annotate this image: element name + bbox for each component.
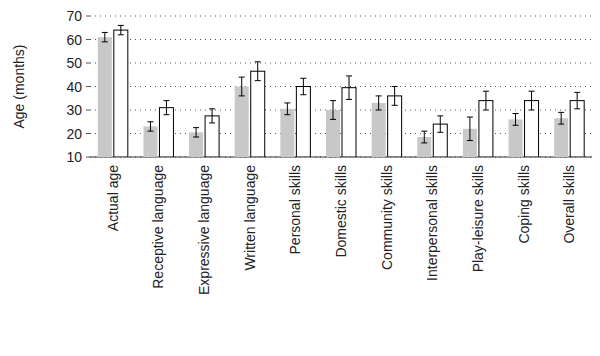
error-bar	[346, 76, 352, 100]
tick-mark	[86, 39, 90, 40]
error-bar	[300, 78, 306, 94]
error-bar	[467, 117, 473, 141]
error-bar	[392, 87, 398, 106]
tick-mark	[86, 63, 90, 64]
error-bar	[102, 32, 108, 41]
error-bar	[193, 128, 199, 137]
bar	[372, 103, 386, 157]
bar	[251, 71, 265, 157]
tick-mark	[86, 110, 90, 111]
tick-mark	[86, 86, 90, 87]
tick-label: 40	[66, 79, 82, 95]
category-label: Personal skills	[287, 165, 303, 254]
bar	[296, 87, 310, 158]
error-bar	[574, 92, 580, 108]
error-bar	[513, 114, 519, 126]
tick-label: 20	[66, 126, 82, 142]
tick-mark	[86, 16, 90, 17]
error-bar	[483, 91, 489, 110]
error-bar	[330, 101, 336, 120]
grid-line	[90, 39, 592, 40]
error-bars	[102, 25, 580, 142]
category-label: Receptive language	[150, 165, 166, 289]
category-label: Domestic skills	[333, 165, 349, 258]
error-bar	[558, 112, 564, 124]
error-bar	[147, 122, 153, 131]
bar	[114, 30, 128, 157]
error-bar	[209, 109, 215, 123]
category-label: Expressive language	[196, 165, 212, 295]
category-label: Play-leisure skills	[470, 165, 486, 272]
category-label: Actual age	[105, 165, 121, 231]
category-label: Overall skills	[561, 165, 577, 244]
category-label: Community skills	[379, 165, 395, 270]
tick-label: 70	[66, 8, 82, 24]
category-label: Written language	[242, 165, 258, 271]
error-bar	[529, 91, 535, 110]
grid-line	[90, 16, 592, 17]
tick-label: 10	[66, 149, 82, 165]
y-axis-label: Age (months)	[11, 44, 27, 128]
error-bar	[421, 131, 427, 143]
error-bar	[163, 101, 169, 115]
bar	[235, 87, 249, 158]
error-bar	[284, 103, 290, 115]
tick-label: 50	[66, 55, 82, 71]
grid-line	[90, 63, 592, 64]
tick-mark	[86, 133, 90, 134]
tick-label: 30	[66, 102, 82, 118]
bar	[98, 37, 112, 157]
error-bar	[118, 25, 124, 34]
chart: 10 20 30 40 50 60 70 Age (months) Actual age Rece…	[0, 0, 600, 356]
bars	[98, 30, 584, 157]
grid-line	[90, 86, 592, 87]
error-bar	[376, 96, 382, 110]
category-label: Interpersonal skills	[424, 165, 440, 281]
category-label: Coping skills	[516, 165, 532, 244]
bar	[280, 109, 294, 157]
error-bar	[239, 77, 245, 96]
tick-mark	[86, 157, 90, 158]
error-bar	[255, 62, 261, 81]
tick-label: 60	[66, 32, 82, 48]
error-bar	[437, 116, 443, 132]
